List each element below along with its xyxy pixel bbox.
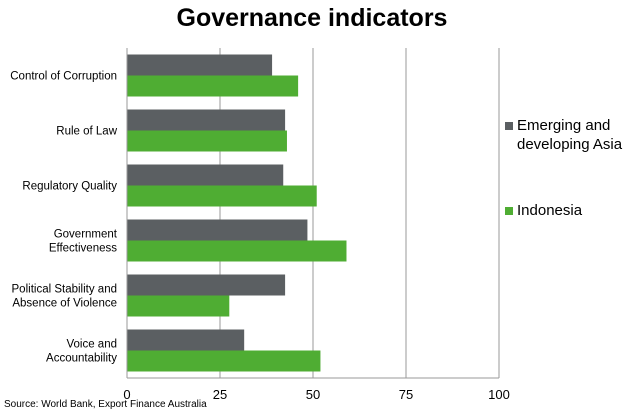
bar [127, 75, 299, 97]
bar [127, 219, 308, 241]
bar [127, 54, 273, 76]
x-tick-label: 50 [306, 387, 320, 402]
bar [127, 350, 321, 372]
x-tick-label: 0 [123, 387, 130, 402]
legend: Emerging and developing Asia Indonesia [505, 117, 623, 219]
legend-swatch [505, 207, 513, 215]
x-tick-label: 75 [399, 387, 413, 402]
category-labels: Control of Corruption Rule of Law Regulato… [10, 71, 118, 365]
x-tick-label: 25 [213, 387, 227, 402]
bar [127, 130, 287, 152]
bar [127, 109, 286, 131]
grid-lines [219, 48, 500, 378]
category-label: Voice and Accountability [46, 339, 117, 365]
category-label: Government Effectiveness [49, 229, 118, 255]
category-label: Control of Corruption [10, 71, 117, 83]
chart-title: Governance indicators [176, 4, 448, 32]
legend-entry: Emerging and developing Asia [517, 117, 623, 153]
x-axis: 0 25 50 75 100 [123, 48, 510, 402]
category-label: Political Stability and Absence of Violen… [12, 284, 117, 310]
bar [127, 240, 347, 262]
bar [127, 274, 286, 296]
bar-group [127, 54, 347, 372]
source-note: Source: World Bank, Export Finance Austr… [4, 399, 207, 410]
bar [127, 164, 284, 186]
legend-swatch [505, 122, 513, 130]
legend-entry: Indonesia [517, 202, 583, 219]
category-label: Rule of Law [56, 126, 117, 138]
bar [127, 185, 317, 207]
x-tick-label: 100 [488, 387, 510, 402]
bar [127, 295, 230, 317]
bar [127, 329, 245, 351]
category-label: Regulatory Quality [22, 181, 117, 193]
